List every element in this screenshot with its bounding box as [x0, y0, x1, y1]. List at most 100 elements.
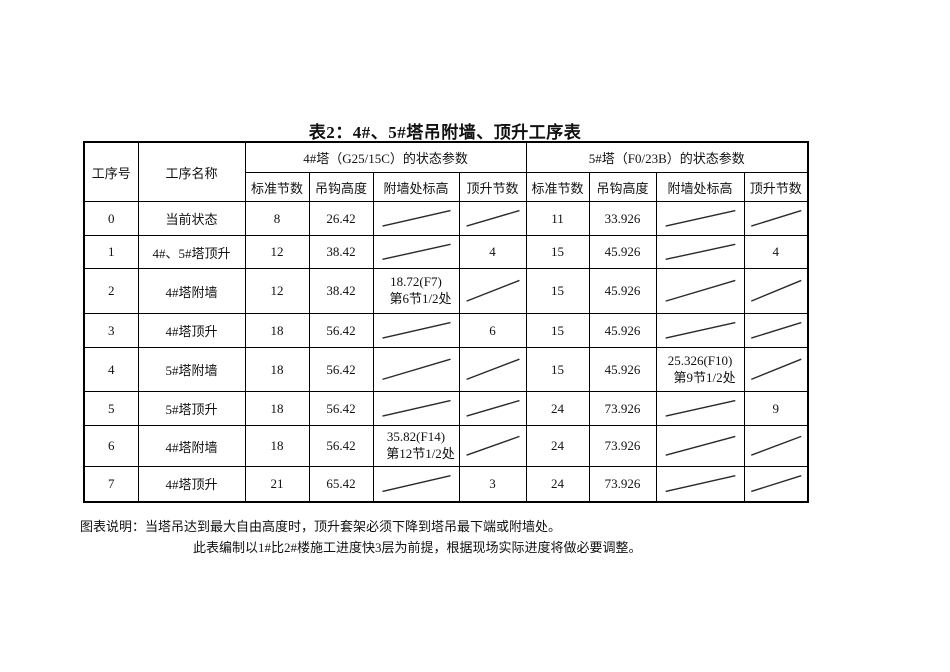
- col-header-t5-sections: 标准节数: [525, 172, 590, 202]
- cell-na: [743, 347, 809, 392]
- cell-step-no: 5: [83, 391, 139, 426]
- diagonal-slash-icon: [657, 392, 744, 425]
- cell-na: [458, 347, 527, 392]
- cell-step-no: 6: [83, 425, 139, 467]
- cell-na: [372, 313, 460, 348]
- col-header-t5-hook: 吊钩高度: [588, 172, 657, 202]
- cell-na: [458, 268, 527, 314]
- cell-value: 45.926: [588, 268, 657, 314]
- cell-value: 56.42: [308, 347, 374, 392]
- cell-na: [372, 347, 460, 392]
- cell-value: 15: [525, 313, 590, 348]
- cell-na: [458, 391, 527, 426]
- cell-elevation-note: 25.326(F10) 第9节1/2处: [655, 347, 745, 392]
- table-row: 2 4#塔附墙 12 38.42 18.72(F7) 第6节1/2处 15 45.926: [83, 268, 809, 314]
- cell-value: 24: [525, 425, 590, 467]
- cell-step-no: 1: [83, 235, 139, 269]
- cell-value: 12: [244, 268, 310, 314]
- cell-step-name: 当前状态: [137, 201, 246, 236]
- col-header-step-no: 工序号: [83, 141, 139, 202]
- cell-na: [372, 466, 460, 502]
- diagonal-slash-icon: [374, 314, 459, 347]
- table-row: 7 4#塔顶升 21 65.42 3 24 73.926: [83, 466, 809, 502]
- diagonal-slash-icon: [657, 236, 744, 268]
- note-line-1: 图表说明：当塔吊达到最大自由高度时，顶升套架必须下降到塔吊最下端或附墙处。: [80, 519, 562, 534]
- cell-value: 15: [525, 347, 590, 392]
- col-header-t4-sections: 标准节数: [244, 172, 310, 202]
- cell-value: 24: [525, 466, 590, 502]
- table-body: 0 当前状态 8 26.42 11 33.926 1 4#、5#塔顶升 12 38.42 4 15 45…: [83, 201, 809, 502]
- cell-value: 4: [458, 235, 527, 269]
- diagonal-slash-icon: [374, 348, 459, 391]
- cell-value: 8: [244, 201, 310, 236]
- cell-value: 73.926: [588, 466, 657, 502]
- col-header-t5-elevation: 附墙处标高: [655, 172, 745, 202]
- cell-step-name: 5#塔顶升: [137, 391, 246, 426]
- table-row: 5 5#塔顶升 18 56.42 24 73.926 9: [83, 391, 809, 426]
- cell-value: 15: [525, 268, 590, 314]
- diagonal-slash-icon: [745, 467, 808, 501]
- col-header-t4-jack: 顶升节数: [458, 172, 527, 202]
- col-group-tower5: 5#塔（F0/23B）的状态参数: [525, 141, 809, 173]
- cell-step-name: 4#塔顶升: [137, 466, 246, 502]
- elevation-note-line: 25.326(F10): [667, 352, 733, 368]
- diagonal-slash-icon: [374, 467, 459, 501]
- cell-na: [655, 268, 745, 314]
- cell-na: [655, 391, 745, 426]
- table-row: 6 4#塔附墙 18 56.42 35.82(F14) 第12节1/2处 24 73.926: [83, 425, 809, 467]
- cell-value: 11: [525, 201, 590, 236]
- cell-na: [372, 235, 460, 269]
- cell-value: 45.926: [588, 347, 657, 392]
- cell-step-no: 0: [83, 201, 139, 236]
- diagonal-slash-icon: [460, 202, 526, 235]
- cell-value: 21: [244, 466, 310, 502]
- col-header-t4-elevation: 附墙处标高: [372, 172, 460, 202]
- cell-na: [372, 201, 460, 236]
- cell-na: [655, 235, 745, 269]
- cell-na: [743, 466, 809, 502]
- diagonal-slash-icon: [460, 348, 526, 391]
- elevation-note-line: 35.82(F14): [386, 429, 446, 445]
- diagonal-slash-icon: [745, 269, 808, 313]
- diagonal-slash-icon: [657, 314, 744, 347]
- cell-step-name: 4#、5#塔顶升: [137, 235, 246, 269]
- cell-na: [743, 268, 809, 314]
- cell-value: 18: [244, 347, 310, 392]
- header-sub-row: 标准节数 吊钩高度 附墙处标高 顶升节数 标准节数 吊钩高度 附墙处标高 顶升节…: [84, 172, 809, 202]
- elevation-note-line: 第6节1/2处: [389, 291, 452, 306]
- cell-na: [372, 391, 460, 426]
- cell-step-no: 7: [83, 466, 139, 502]
- cell-value: 33.926: [588, 201, 657, 236]
- col-header-t5-jack: 顶升节数: [743, 172, 809, 202]
- cell-na: [743, 313, 809, 348]
- diagonal-slash-icon: [745, 314, 808, 347]
- cell-na: [655, 313, 745, 348]
- cell-value: 3: [458, 466, 527, 502]
- col-header-t4-hook: 吊钩高度: [308, 172, 374, 202]
- diagonal-slash-icon: [745, 348, 808, 391]
- table-row: 4 5#塔附墙 18 56.42 15 45.926 25.326(F10) 第9节1/2处: [83, 347, 809, 392]
- cell-step-name: 4#塔附墙: [137, 425, 246, 467]
- col-header-step-name: 工序名称: [137, 141, 246, 202]
- cell-value: 56.42: [308, 313, 374, 348]
- cell-step-name: 4#塔顶升: [137, 313, 246, 348]
- cell-elevation-note: 18.72(F7) 第6节1/2处: [372, 268, 460, 314]
- cell-value: 38.42: [308, 268, 374, 314]
- note-line-2: 此表编制以1#比2#楼施工进度快3层为前提，根据现场实际进度将做必要调整。: [193, 540, 642, 555]
- diagonal-slash-icon: [745, 202, 808, 235]
- table-row: 1 4#、5#塔顶升 12 38.42 4 15 45.926 4: [83, 235, 809, 269]
- cell-elevation-note: 35.82(F14) 第12节1/2处: [372, 425, 460, 467]
- cell-value: 45.926: [588, 313, 657, 348]
- elevation-note-line: 18.72(F7): [390, 274, 442, 290]
- cell-value: 73.926: [588, 425, 657, 467]
- table-row: 0 当前状态 8 26.42 11 33.926: [83, 201, 809, 236]
- col-group-tower4: 4#塔（G25/15C）的状态参数: [244, 141, 527, 173]
- diagonal-slash-icon: [657, 426, 744, 466]
- diagonal-slash-icon: [657, 269, 744, 313]
- cell-na: [743, 425, 809, 467]
- cell-value: 65.42: [308, 466, 374, 502]
- diagonal-slash-icon: [374, 202, 459, 235]
- cell-value: 4: [743, 235, 809, 269]
- cell-value: 38.42: [308, 235, 374, 269]
